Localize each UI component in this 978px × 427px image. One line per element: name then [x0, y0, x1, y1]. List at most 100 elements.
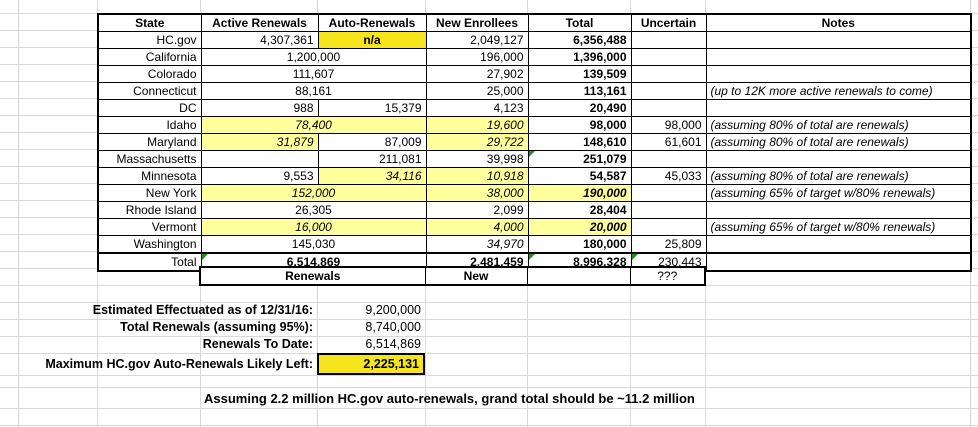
cell-dc-uncertain[interactable] — [630, 99, 707, 117]
cell-massachusetts-active-renewals[interactable] — [200, 150, 319, 168]
cell-idaho-new-enrollees[interactable]: 19,600 — [425, 116, 529, 134]
cell-massachusetts-state[interactable]: Massachusetts — [97, 150, 202, 168]
cell-massachusetts-uncertain[interactable] — [630, 150, 707, 168]
cell-minnesota-new-enrollees[interactable]: 10,918 — [425, 167, 529, 185]
cell-maryland-active-renewals[interactable]: 31,879 — [200, 133, 319, 151]
cell-new-york-uncertain[interactable] — [630, 184, 707, 202]
cell-maryland-total[interactable]: 148,610 — [527, 133, 632, 151]
cell-idaho-total[interactable]: 98,000 — [527, 116, 632, 134]
footer-cell-total-blank[interactable] — [526, 266, 631, 286]
header-notes[interactable]: Notes — [705, 13, 972, 32]
cell-colorado-total[interactable]: 139,509 — [527, 65, 632, 83]
cell-vermont-total[interactable]: 20,000 — [527, 218, 632, 236]
cell-hc-gov-state[interactable]: HC.gov — [97, 31, 202, 49]
cell-minnesota-state[interactable]: Minnesota — [97, 167, 202, 185]
cell-washington-state[interactable]: Washington — [97, 235, 202, 254]
cell-california-uncertain[interactable] — [630, 48, 707, 66]
cell-minnesota-active-renewals[interactable]: 9,553 — [200, 167, 319, 185]
cell-hc-gov-notes[interactable] — [705, 31, 972, 49]
cell-rhode-island-notes[interactable] — [705, 201, 972, 219]
cell-washington-notes[interactable] — [705, 235, 972, 254]
max-hcgov-auto-renewals-left-value[interactable]: 2,225,131 — [317, 353, 425, 375]
cell-washington-uncertain[interactable]: 25,809 — [630, 235, 707, 254]
cell-california-total[interactable]: 1,396,000 — [527, 48, 632, 66]
cell-hc-gov-uncertain[interactable] — [630, 31, 707, 49]
cell-new-york-total[interactable]: 190,000 — [527, 184, 632, 202]
cell-dc-total[interactable]: 20,490 — [527, 99, 632, 117]
cell-dc-notes[interactable] — [705, 99, 972, 117]
cell-new-york-notes[interactable]: (assuming 65% of target w/80% renewals) — [705, 184, 972, 202]
estimated-effectuated-value[interactable]: 9,200,000 — [365, 303, 421, 317]
cell-minnesota-uncertain[interactable]: 45,033 — [630, 167, 707, 185]
cell-washington-total[interactable]: 180,000 — [527, 235, 632, 254]
cell-california-active-auto-renewals[interactable]: 1,200,000 — [200, 48, 427, 66]
cell-dc-active-renewals[interactable]: 988 — [200, 99, 319, 117]
renewals-to-date-value[interactable]: 6,514,869 — [365, 337, 421, 351]
cell-maryland-uncertain[interactable]: 61,601 — [630, 133, 707, 151]
cell-colorado-uncertain[interactable] — [630, 65, 707, 83]
cell-minnesota-notes[interactable]: (assuming 80% of total are renewals) — [705, 167, 972, 185]
cell-dc-state[interactable]: DC — [97, 99, 202, 117]
cell-connecticut-active-auto-renewals[interactable]: 88,161 — [200, 82, 427, 100]
cell-california-notes[interactable] — [705, 48, 972, 66]
cell-hc-gov-auto-renewals[interactable]: n/a — [317, 31, 427, 49]
cell-rhode-island-active-auto-renewals[interactable]: 26,305 — [200, 201, 427, 219]
cell-washington-new-enrollees[interactable]: 34,970 — [425, 235, 529, 254]
cell-connecticut-new-enrollees[interactable]: 25,000 — [425, 82, 529, 100]
header-state[interactable]: State — [97, 13, 202, 32]
cell-hc-gov-active-renewals[interactable]: 4,307,361 — [200, 31, 319, 49]
cell-new-york-active-auto-renewals[interactable]: 152,000 — [200, 184, 427, 202]
cell-vermont-uncertain[interactable] — [630, 218, 707, 236]
cell-total-notes[interactable] — [705, 252, 972, 272]
header-total[interactable]: Total — [527, 13, 632, 32]
cell-california-state[interactable]: California — [97, 48, 202, 66]
cell-colorado-active-auto-renewals[interactable]: 111,607 — [200, 65, 427, 83]
cell-hc-gov-total[interactable]: 6,356,488 — [527, 31, 632, 49]
cell-colorado-notes[interactable] — [705, 65, 972, 83]
cell-minnesota-total[interactable]: 54,587 — [527, 167, 632, 185]
cell-massachusetts-total[interactable]: 251,079 — [527, 150, 632, 168]
cell-maryland-auto-renewals[interactable]: 87,009 — [317, 133, 427, 151]
cell-minnesota-auto-renewals[interactable]: 34,116 — [317, 167, 427, 185]
cell-dc-auto-renewals[interactable]: 15,379 — [317, 99, 427, 117]
cell-idaho-state[interactable]: Idaho — [97, 116, 202, 134]
cell-rhode-island-total[interactable]: 28,404 — [527, 201, 632, 219]
cell-colorado-state[interactable]: Colorado — [97, 65, 202, 83]
cell-idaho-notes[interactable]: (assuming 80% of total are renewals) — [705, 116, 972, 134]
cell-massachusetts-notes[interactable] — [705, 150, 972, 168]
cell-connecticut-state[interactable]: Connecticut — [97, 82, 202, 100]
footer-cell-uncertain-unknown[interactable]: ??? — [629, 266, 706, 286]
cell-vermont-active-auto-renewals[interactable]: 16,000 — [200, 218, 427, 236]
total-renewals-95-value[interactable]: 8,740,000 — [365, 320, 421, 334]
cell-dc-new-enrollees[interactable]: 4,123 — [425, 99, 529, 117]
cell-vermont-state[interactable]: Vermont — [97, 218, 202, 236]
cell-rhode-island-uncertain[interactable] — [630, 201, 707, 219]
cell-idaho-active-auto-renewals[interactable]: 78,400 — [200, 116, 427, 134]
cell-maryland-new-enrollees[interactable]: 29,722 — [425, 133, 529, 151]
footer-cell-renewals-label[interactable]: Renewals — [199, 266, 426, 286]
cell-new-york-state[interactable]: New York — [97, 184, 202, 202]
cell-idaho-uncertain[interactable]: 98,000 — [630, 116, 707, 134]
cell-vermont-notes[interactable]: (assuming 65% of target w/80% renewals) — [705, 218, 972, 236]
cell-maryland-state[interactable]: Maryland — [97, 133, 202, 151]
cell-rhode-island-state[interactable]: Rhode Island — [97, 201, 202, 219]
cell-new-york-new-enrollees[interactable]: 38,000 — [425, 184, 529, 202]
header-active-renewals[interactable]: Active Renewals — [200, 13, 319, 32]
cell-maryland-notes[interactable]: (assuming 80% of total are renewals) — [705, 133, 972, 151]
cell-total-state[interactable]: Total — [97, 252, 202, 272]
cell-massachusetts-new-enrollees[interactable]: 39,998 — [425, 150, 529, 168]
cell-rhode-island-new-enrollees[interactable]: 2,099 — [425, 201, 529, 219]
cell-washington-active-auto-renewals[interactable]: 145,030 — [200, 235, 427, 254]
cell-massachusetts-auto-renewals[interactable]: 211,081 — [317, 150, 427, 168]
cell-connecticut-uncertain[interactable] — [630, 82, 707, 100]
header-new-enrollees[interactable]: New Enrollees — [425, 13, 529, 32]
cell-vermont-new-enrollees[interactable]: 4,000 — [425, 218, 529, 236]
cell-connecticut-notes[interactable]: (up to 12K more active renewals to come) — [705, 82, 972, 100]
header-uncertain[interactable]: Uncertain — [630, 13, 707, 32]
cell-connecticut-total[interactable]: 113,161 — [527, 82, 632, 100]
header-auto-renewals[interactable]: Auto-Renewals — [317, 13, 427, 32]
cell-california-new-enrollees[interactable]: 196,000 — [425, 48, 529, 66]
footer-cell-new-label[interactable]: New — [424, 266, 528, 286]
cell-hc-gov-new-enrollees[interactable]: 2,049,127 — [425, 31, 529, 49]
cell-colorado-new-enrollees[interactable]: 27,902 — [425, 65, 529, 83]
